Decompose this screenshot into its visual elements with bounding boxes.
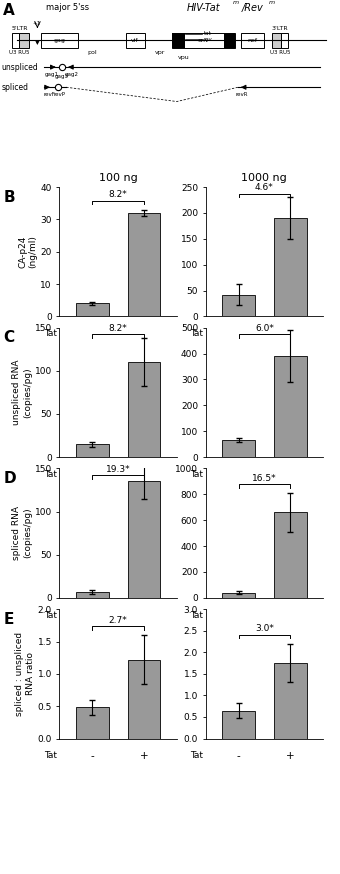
Text: 8.2*: 8.2* [109,324,128,333]
Text: +: + [140,752,148,761]
Y-axis label: spliced : unspliced
RNA ratio: spliced : unspliced RNA ratio [15,632,35,716]
Bar [41,32,78,48]
Y-axis label: spliced RNA
(copies/pg): spliced RNA (copies/pg) [13,506,32,560]
Text: revP: revP [53,92,66,97]
Text: tat: tat [204,31,212,36]
Text: gag1: gag1 [45,72,59,77]
Text: major 5'ss: major 5'ss [47,3,89,11]
Text: Tat: Tat [190,329,203,338]
Bar [128,660,160,739]
Text: /Rev: /Rev [241,3,263,12]
Text: spliced: spliced [2,83,29,92]
Text: U3 RU5: U3 RU5 [270,51,290,55]
Bar [222,711,255,739]
Text: C: C [3,330,15,345]
Bar [128,482,160,598]
Text: 3.0*: 3.0* [255,624,274,634]
Text: unspliced: unspliced [2,63,38,72]
Text: +1: +1 [32,21,40,26]
Bar [280,32,288,48]
Text: gag: gag [54,38,65,43]
Bar [76,707,109,739]
Bar [274,512,307,598]
Text: Tat: Tat [190,752,203,760]
Text: +: + [286,752,294,761]
Text: nef: nef [247,38,257,43]
Text: A: A [3,3,15,17]
Text: -: - [90,329,94,339]
Text: +: + [140,329,148,339]
Text: Tat: Tat [44,470,57,479]
Text: -: - [90,470,94,480]
Text: revR: revR [235,92,248,97]
Text: +: + [286,470,294,480]
Bar [222,593,255,598]
Bar [126,32,144,48]
Text: revF: revF [44,92,55,97]
Text: +: + [286,329,294,339]
Text: m: m [269,0,275,5]
Text: 5'LTR: 5'LTR [12,26,28,31]
Text: -: - [237,752,240,761]
Text: -: - [237,611,240,621]
Text: vif: vif [131,38,139,43]
Text: Tat: Tat [190,611,203,620]
Text: 4.6*: 4.6* [255,184,274,192]
Y-axis label: unspliced RNA
(copies/pg): unspliced RNA (copies/pg) [13,360,32,425]
Text: B: B [3,190,15,205]
Text: gag3: gag3 [55,74,69,80]
Bar [272,32,280,48]
Bar [274,663,307,739]
Bar [172,32,235,48]
Text: Tat: Tat [44,611,57,620]
Text: +: + [286,611,294,621]
Bar [76,592,109,598]
Text: rev: rev [204,37,213,42]
Bar [76,303,109,316]
Bar [224,32,235,48]
Bar [241,32,264,48]
Text: -: - [90,611,94,621]
Bar [222,440,255,457]
Text: 1000 ng: 1000 ng [241,173,287,183]
Text: 6.0*: 6.0* [255,324,274,333]
Bar [172,32,185,48]
Text: -: - [237,329,240,339]
Text: 19.3*: 19.3* [106,465,131,474]
Text: HIV-Tat: HIV-Tat [187,3,221,12]
Text: env: env [197,38,209,43]
Text: pol: pol [87,51,97,55]
Text: Tat: Tat [44,329,57,338]
Bar [76,444,109,457]
Text: +: + [140,470,148,480]
Bar [274,357,307,457]
Text: 100 ng: 100 ng [99,173,137,183]
Text: E: E [3,612,14,627]
Text: gag2: gag2 [65,72,79,77]
Text: 2.7*: 2.7* [109,615,128,625]
Text: vpu: vpu [178,54,189,59]
Bar [19,32,29,48]
Text: 3'LTR: 3'LTR [272,26,288,31]
Text: D: D [3,471,16,486]
Bar [12,32,19,48]
Bar [274,218,307,316]
Text: U3 RU5: U3 RU5 [10,51,30,55]
Text: m: m [233,0,239,5]
Bar [128,362,160,457]
Bar [128,213,160,316]
Text: -: - [90,752,94,761]
Text: 8.2*: 8.2* [109,191,128,199]
Text: Tat: Tat [190,470,203,479]
Bar [222,295,255,316]
Text: +: + [140,611,148,621]
Text: 16.5*: 16.5* [252,474,277,482]
Y-axis label: CA-p24
(ng/ml): CA-p24 (ng/ml) [18,235,38,268]
Text: vpr: vpr [155,51,165,55]
Text: Tat: Tat [44,752,57,760]
Text: -: - [237,470,240,480]
